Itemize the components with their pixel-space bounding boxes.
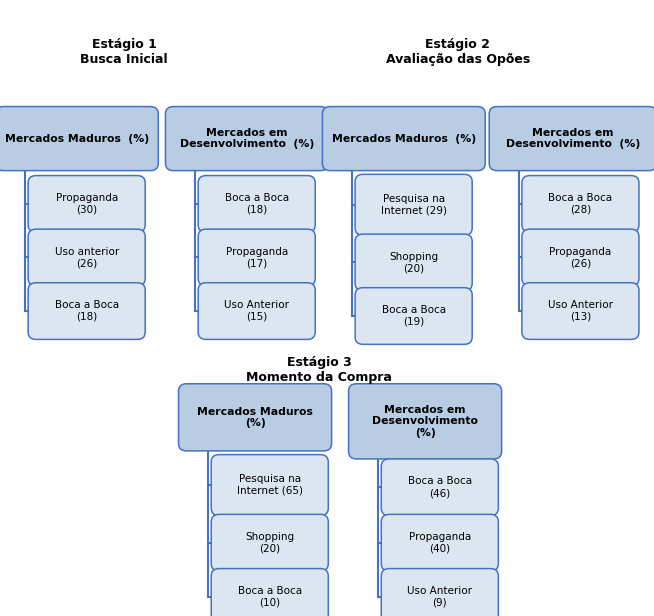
FancyBboxPatch shape: [355, 174, 472, 235]
Text: Uso Anterior
(13): Uso Anterior (13): [548, 300, 613, 322]
Text: Uso anterior
(26): Uso anterior (26): [54, 246, 119, 269]
Text: Propaganda
(17): Propaganda (17): [226, 246, 288, 269]
Text: Boca a Boca
(46): Boca a Boca (46): [407, 476, 472, 498]
Text: Propaganda
(40): Propaganda (40): [409, 532, 471, 554]
Text: Mercados Maduros
(%): Mercados Maduros (%): [197, 407, 313, 428]
Text: Pesquisa na
Internet (29): Pesquisa na Internet (29): [381, 194, 447, 216]
Text: Uso Anterior
(9): Uso Anterior (9): [407, 586, 472, 608]
FancyBboxPatch shape: [211, 514, 328, 571]
FancyBboxPatch shape: [198, 283, 315, 339]
Text: Pesquisa na
Internet (65): Pesquisa na Internet (65): [237, 474, 303, 496]
Text: Mercados em
Desenvolvimento  (%): Mercados em Desenvolvimento (%): [506, 128, 640, 150]
Text: Mercados em
Desenvolvimento
(%): Mercados em Desenvolvimento (%): [372, 405, 478, 438]
Text: Boca a Boca
(18): Boca a Boca (18): [224, 193, 289, 215]
FancyBboxPatch shape: [355, 288, 472, 344]
Text: Estágio 3
Momento da Compra: Estágio 3 Momento da Compra: [246, 355, 392, 384]
FancyBboxPatch shape: [0, 107, 158, 171]
Text: Estágio 2
Avaliação das Opões: Estágio 2 Avaliação das Opões: [386, 38, 530, 67]
FancyBboxPatch shape: [522, 229, 639, 286]
Text: Boca a Boca
(18): Boca a Boca (18): [54, 300, 119, 322]
FancyBboxPatch shape: [198, 229, 315, 286]
FancyBboxPatch shape: [349, 384, 502, 459]
Text: Estágio 1
Busca Inicial: Estágio 1 Busca Inicial: [80, 38, 168, 67]
Text: Mercados Maduros  (%): Mercados Maduros (%): [332, 134, 476, 144]
Text: Boca a Boca
(28): Boca a Boca (28): [548, 193, 613, 215]
Text: Shopping
(20): Shopping (20): [245, 532, 294, 554]
FancyBboxPatch shape: [28, 176, 145, 232]
FancyBboxPatch shape: [522, 176, 639, 232]
FancyBboxPatch shape: [381, 569, 498, 616]
FancyBboxPatch shape: [28, 283, 145, 339]
FancyBboxPatch shape: [522, 283, 639, 339]
Text: Propaganda
(30): Propaganda (30): [56, 193, 118, 215]
Text: Boca a Boca
(19): Boca a Boca (19): [381, 305, 446, 327]
FancyBboxPatch shape: [28, 229, 145, 286]
FancyBboxPatch shape: [322, 107, 485, 171]
Text: Shopping
(20): Shopping (20): [389, 251, 438, 274]
FancyBboxPatch shape: [381, 459, 498, 516]
FancyBboxPatch shape: [179, 384, 332, 451]
FancyBboxPatch shape: [165, 107, 328, 171]
FancyBboxPatch shape: [211, 455, 328, 516]
Text: Uso Anterior
(15): Uso Anterior (15): [224, 300, 289, 322]
Text: Boca a Boca
(10): Boca a Boca (10): [237, 586, 302, 608]
FancyBboxPatch shape: [355, 234, 472, 291]
FancyBboxPatch shape: [211, 569, 328, 616]
Text: Mercados Maduros  (%): Mercados Maduros (%): [5, 134, 149, 144]
Text: Mercados em
Desenvolvimento  (%): Mercados em Desenvolvimento (%): [180, 128, 314, 150]
Text: Propaganda
(26): Propaganda (26): [549, 246, 611, 269]
FancyBboxPatch shape: [198, 176, 315, 232]
FancyBboxPatch shape: [489, 107, 654, 171]
FancyBboxPatch shape: [381, 514, 498, 571]
